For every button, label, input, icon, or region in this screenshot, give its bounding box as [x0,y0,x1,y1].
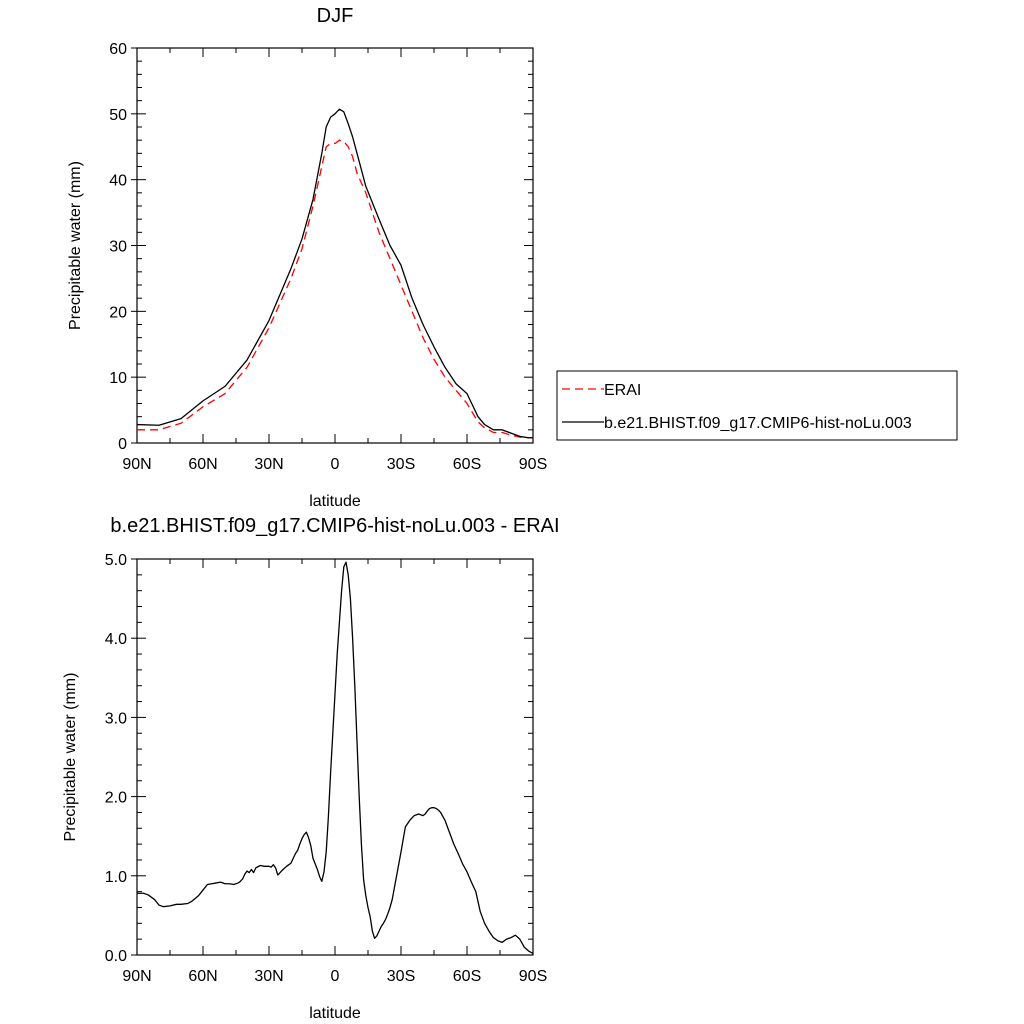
y-tick-label: 0 [118,436,127,453]
y-tick-label: 30 [109,239,127,256]
series-line-difference [137,561,534,954]
y-tick-label: 0.0 [105,948,127,965]
x-tick-label: 60N [188,456,217,473]
chart-title: b.e21.BHIST.f09_g17.CMIP6-hist-noLu.003 … [110,515,559,537]
chart-djf-precipitable-water: 90N 60N 30N 0 30S 60S 90S 0 10 20 30 40 50 60 DJF latit… [67,5,958,510]
y-tick-label: 10 [109,370,127,387]
series-line-model [136,108,533,439]
x-tick-label: 90N [122,968,151,985]
series-line-erai [137,139,533,439]
legend-label-erai: ERAI [604,382,641,399]
legend: ERAI b.e21.BHIST.f09_g17.CMIP6-hist-noLu.… [556,370,958,441]
y-tick-label: 2.0 [105,790,127,807]
x-axis-label: latitude [309,1005,361,1022]
legend-box [556,370,958,441]
x-tick-label: 90S [519,456,547,473]
x-tick-label: 30S [387,968,415,985]
x-tick-label: 60S [453,968,481,985]
x-tick-label: 90N [122,456,151,473]
x-tick-label: 0 [331,456,340,473]
plot-frame [136,47,534,444]
legend-label-model: b.e21.BHIST.f09_g17.CMIP6-hist-noLu.003 [604,415,912,432]
plot-frame [136,558,534,956]
y-tick-label: 4.0 [105,631,127,648]
y-tick-label: 20 [109,304,127,321]
chart-title: DJF [317,5,354,27]
y-tick-label: 5.0 [105,552,127,569]
x-tick-label: 60S [453,456,481,473]
y-tick-label: 40 [109,173,127,190]
y-tick-label: 60 [109,41,127,58]
chart-difference: 90N 60N 30N 0 30S 60S 90S 0.0 1.0 2.0 3.0 4.0 5.0 b.e… [62,515,560,1022]
x-tick-label: 0 [331,968,340,985]
y-tick-label: 50 [109,107,127,124]
y-tick-label: 1.0 [105,869,127,886]
x-tick-label: 30N [254,456,283,473]
y-axis-label: Precipitable water (mm) [62,673,79,842]
y-axis-label: Precipitable water (mm) [67,161,84,330]
x-tick-label: 30N [254,968,283,985]
x-tick-label: 30S [387,456,415,473]
x-axis-label: latitude [309,493,361,510]
x-tick-label: 60N [188,968,217,985]
y-tick-label: 3.0 [105,710,127,727]
x-tick-label: 90S [519,968,547,985]
